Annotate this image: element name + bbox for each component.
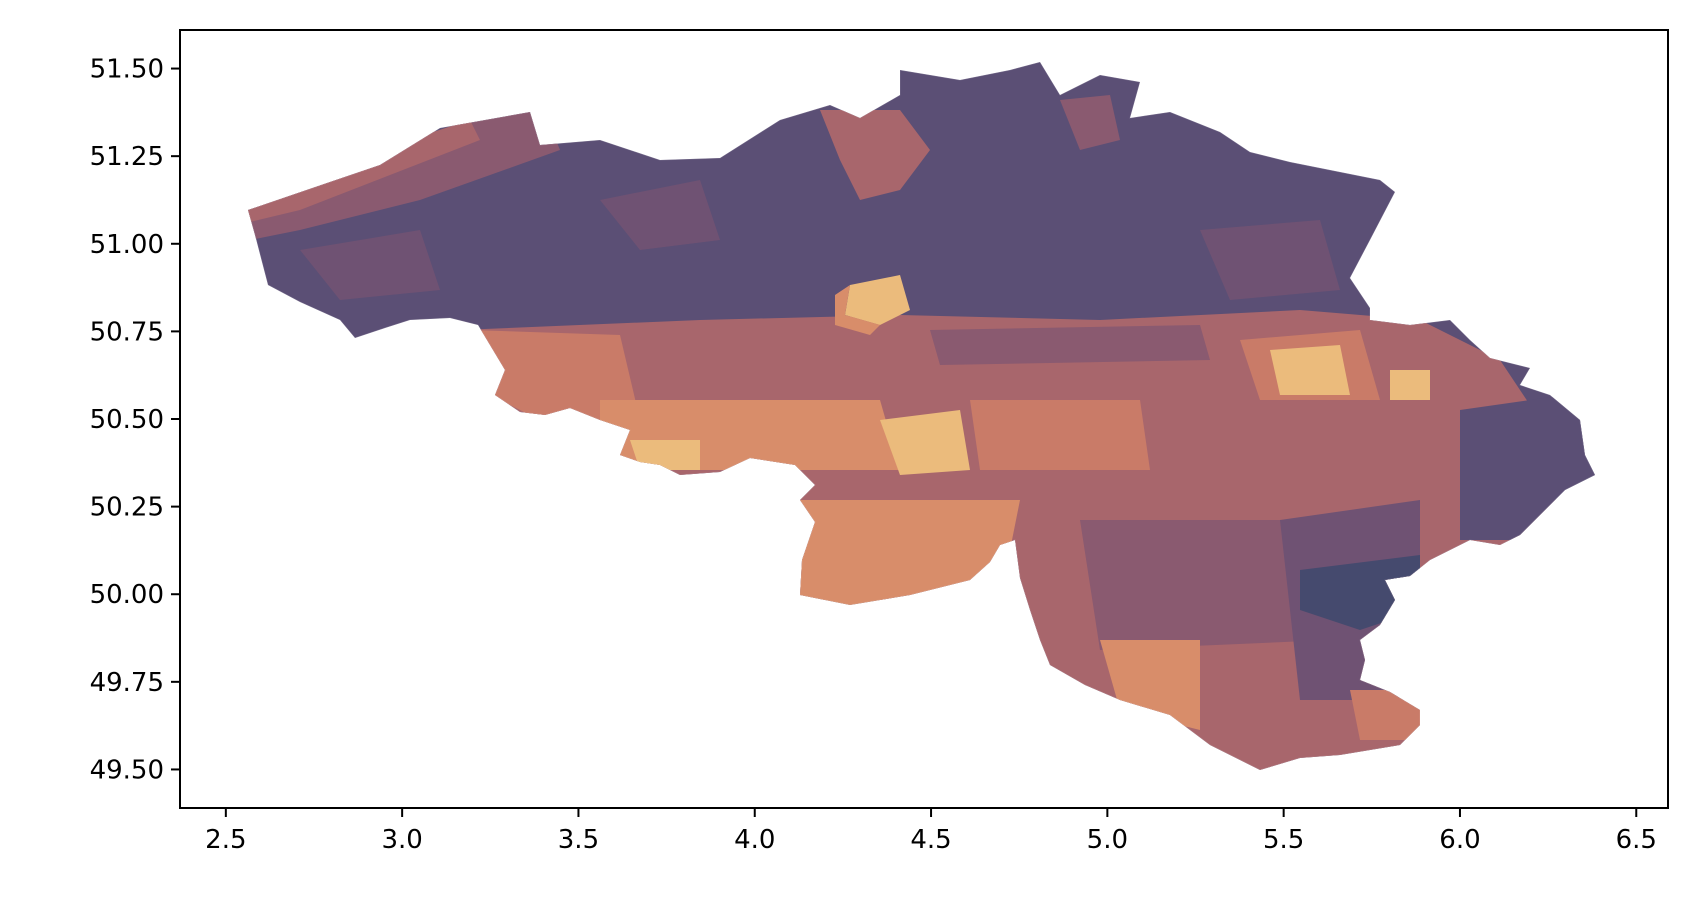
x-tick-label: 6.0 bbox=[1439, 825, 1480, 855]
region-liege-city bbox=[1270, 345, 1350, 395]
y-tick-label: 51.50 bbox=[90, 55, 164, 85]
x-tick-label: 2.5 bbox=[205, 825, 246, 855]
x-tick-label: 4.0 bbox=[734, 825, 775, 855]
x-tick-label: 5.0 bbox=[1087, 825, 1128, 855]
region-brussels bbox=[845, 275, 910, 325]
region-brussels-ring bbox=[835, 285, 880, 335]
y-tick-label: 51.00 bbox=[90, 230, 164, 260]
y-tick-label: 50.25 bbox=[90, 493, 164, 523]
region-limburg bbox=[1200, 220, 1340, 300]
x-tick-label: 5.5 bbox=[1263, 825, 1304, 855]
y-axis: 51.50 51.25 51.00 50.75 50.50 50.25 50.00 49.75… bbox=[90, 55, 180, 785]
y-tick-label: 49.75 bbox=[90, 668, 164, 698]
region-hainaut-west bbox=[470, 330, 640, 420]
x-tick-label: 4.5 bbox=[910, 825, 951, 855]
y-tick-label: 49.50 bbox=[90, 755, 164, 785]
y-tick-label: 51.25 bbox=[90, 142, 164, 172]
y-tick-label: 50.75 bbox=[90, 317, 164, 347]
region-antwerp bbox=[820, 110, 930, 200]
region-verviers bbox=[1390, 370, 1430, 400]
region-namur bbox=[970, 400, 1150, 470]
region-flanders-mid bbox=[600, 180, 720, 250]
region-brabant-south bbox=[930, 325, 1210, 365]
region-luxembourg-center bbox=[1080, 520, 1330, 650]
x-axis: 2.5 3.0 3.5 4.0 4.5 5.0 5.5 6.0 6.5 bbox=[205, 808, 1657, 855]
region-west-mid bbox=[300, 230, 440, 300]
region-mons bbox=[630, 440, 700, 470]
y-tick-label: 50.00 bbox=[90, 580, 164, 610]
region-charleroi bbox=[880, 410, 970, 475]
y-tick-label: 50.50 bbox=[90, 405, 164, 435]
x-tick-label: 3.5 bbox=[558, 825, 599, 855]
x-tick-label: 6.5 bbox=[1616, 825, 1657, 855]
x-tick-label: 3.0 bbox=[381, 825, 422, 855]
region-northeast bbox=[1060, 95, 1120, 150]
